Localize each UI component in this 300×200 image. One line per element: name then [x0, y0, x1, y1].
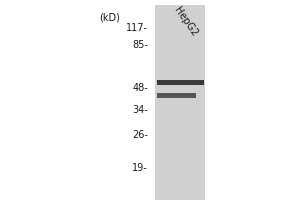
Bar — [157, 92, 196, 98]
Text: (kD): (kD) — [99, 12, 120, 22]
Text: 19-: 19- — [132, 163, 148, 173]
Bar — [157, 79, 204, 84]
Text: 34-: 34- — [132, 105, 148, 115]
Text: 117-: 117- — [126, 23, 148, 33]
Text: 48-: 48- — [132, 83, 148, 93]
Text: 26-: 26- — [132, 130, 148, 140]
Text: 85-: 85- — [132, 40, 148, 50]
Bar — [155, 5, 205, 200]
Text: HepG2: HepG2 — [172, 5, 199, 38]
